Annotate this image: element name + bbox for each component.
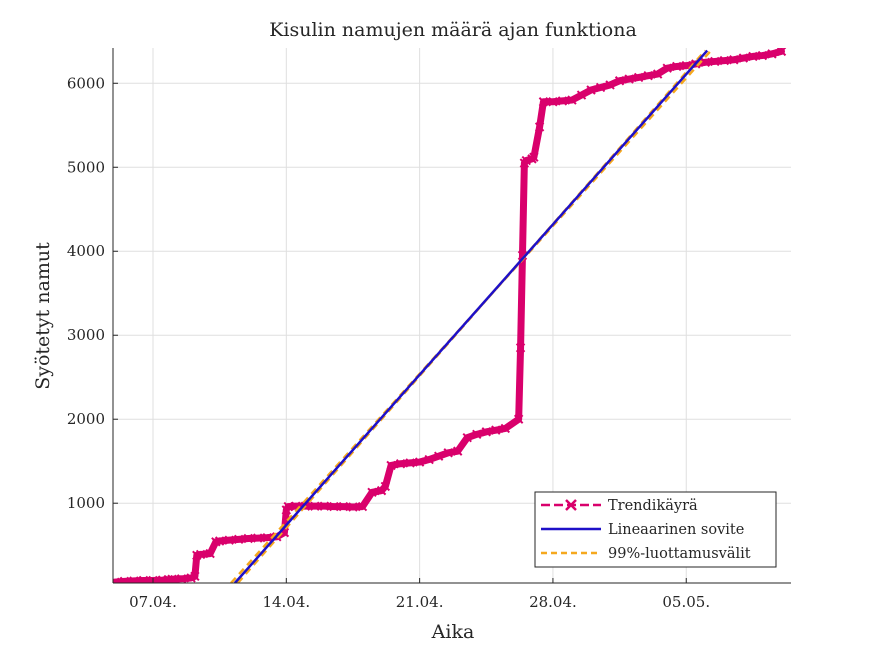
series-trend-marker xyxy=(538,97,549,107)
x-tick-label: 07.04. xyxy=(129,593,177,611)
series-trend-marker xyxy=(167,574,177,583)
series-trend-marker xyxy=(614,76,625,86)
series-trend-marker xyxy=(729,55,739,65)
series-trend-marker xyxy=(380,481,391,492)
series-trend-marker xyxy=(405,458,415,468)
series-linear-fit xyxy=(233,49,709,583)
series-trend-marker xyxy=(433,451,444,461)
series-trend-marker xyxy=(453,446,463,456)
legend-marker xyxy=(565,499,577,511)
series-trend-marker xyxy=(283,501,293,512)
x-tick-label: 14.04. xyxy=(262,593,310,611)
series-trend-marker xyxy=(672,61,682,72)
x-tick-label: 05.05. xyxy=(662,593,710,611)
series-trend-marker xyxy=(205,548,215,559)
series-trend-marker xyxy=(233,534,244,545)
series-trend-marker xyxy=(652,69,663,79)
series-trend-marker xyxy=(738,53,749,63)
y-tick-label: 5000 xyxy=(67,158,105,176)
y-tick-label: 4000 xyxy=(67,242,105,260)
series-trend-marker xyxy=(190,571,200,581)
y-tick-label: 1000 xyxy=(67,494,105,512)
axes: 07.04. 14.04. 21.04. 28.04. 05.05. 1000 2000 30… xyxy=(67,48,791,611)
series-trend-marker xyxy=(710,56,720,67)
legend-label: Trendikäyrä xyxy=(608,498,698,514)
series-trend-marker xyxy=(624,74,634,84)
legend-label: Lineaarinen sovite xyxy=(608,522,744,538)
series-trend-marker xyxy=(176,574,187,583)
series-trend-marker xyxy=(138,575,149,583)
series-trend-marker xyxy=(643,71,653,81)
series-trend-marker xyxy=(748,51,758,62)
series-trend-marker xyxy=(605,80,615,90)
series-trend-marker xyxy=(700,57,711,67)
series-trend-marker xyxy=(529,152,539,162)
series-trend-marker xyxy=(513,414,524,424)
series-trend-marker xyxy=(767,49,777,59)
chart-title: Kisulin namujen määrä ajan funktiona xyxy=(269,19,637,41)
series-trend-marker xyxy=(357,501,368,512)
series-trend-marker xyxy=(119,576,130,583)
series-trend-marker xyxy=(113,577,120,583)
series-trend-marker xyxy=(662,63,672,73)
series-trend-marker xyxy=(500,423,511,434)
y-tick-label: 3000 xyxy=(67,326,105,344)
x-tick-label: 28.04. xyxy=(529,593,577,611)
series-trend-marker xyxy=(253,533,263,543)
series-trend-marker xyxy=(224,535,234,545)
series-trend-marker xyxy=(386,460,396,471)
series-trend-marker xyxy=(214,536,225,546)
series-trend-marker xyxy=(414,457,425,467)
series-trend-marker xyxy=(424,454,434,465)
series-trend-marker xyxy=(534,122,545,132)
series-trend-marker xyxy=(548,97,558,107)
series-trend-marker xyxy=(472,429,482,440)
x-tick-label: 21.04. xyxy=(396,593,444,611)
series-trend-marker xyxy=(776,48,787,57)
y-tick-label: 2000 xyxy=(67,410,105,428)
series-trend-marker xyxy=(462,432,472,443)
y-axis-label: Syötetyt namut xyxy=(32,242,54,390)
grid xyxy=(113,48,791,583)
series-trend-marker xyxy=(367,487,377,498)
series-trend-marker xyxy=(348,502,358,512)
series-trend-marker xyxy=(319,501,330,511)
y-tick-label: 6000 xyxy=(67,74,105,92)
series-trend-marker xyxy=(195,549,206,560)
series-trend-marker xyxy=(595,82,606,93)
legend-label: 99%-luottamusvälit xyxy=(608,546,751,562)
series-trend-marker xyxy=(567,95,577,105)
series-trend-marker xyxy=(481,427,491,437)
series-trend-marker xyxy=(633,72,644,83)
legend: Trendikäyrä Lineaarinen sovite 99%-luottam… xyxy=(534,491,777,568)
series-trend-marker xyxy=(243,533,253,544)
series-trend-marker xyxy=(129,576,139,583)
series-layer xyxy=(113,48,787,583)
series-trend-marker xyxy=(491,425,501,435)
x-axis-label: Aika xyxy=(431,621,475,643)
series-trend-marker xyxy=(719,55,730,66)
series-trend-marker xyxy=(757,50,768,61)
series-trend-marker xyxy=(576,90,587,100)
series-trend-marker xyxy=(557,96,568,106)
series-trend-marker xyxy=(329,501,339,512)
series-trend-marker xyxy=(515,343,526,353)
series-trend-marker xyxy=(338,501,349,512)
series-trend-marker xyxy=(395,459,406,469)
series-trend-marker xyxy=(310,501,320,511)
series-trend-marker xyxy=(262,532,272,543)
series-trend-marker xyxy=(586,85,596,95)
series-trend-marker xyxy=(443,448,453,458)
